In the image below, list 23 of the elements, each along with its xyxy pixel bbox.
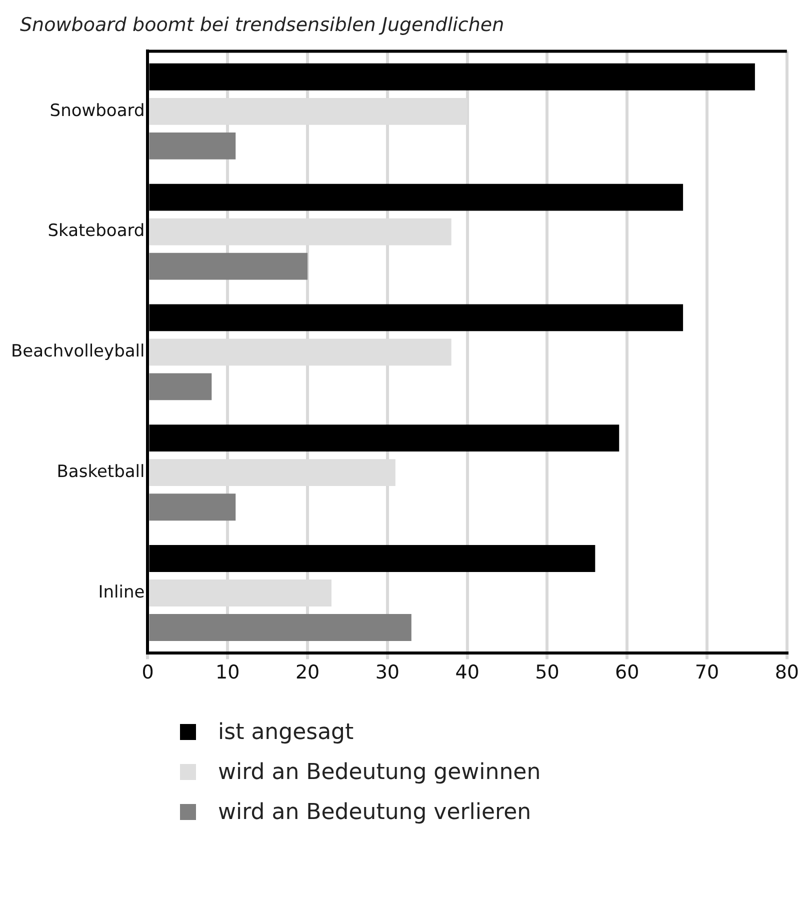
x-tick-label: 40 [455, 662, 480, 684]
x-tick-label: 0 [142, 662, 154, 684]
x-tick-label: 60 [615, 662, 640, 684]
legend-label: wird an Bedeutung gewinnen [218, 760, 541, 784]
y-tick-label: Snowboard [50, 100, 145, 121]
x-tick-label: 80 [774, 662, 800, 684]
bar [149, 614, 412, 641]
x-tick-label: 30 [375, 662, 400, 684]
x-tick-label: 20 [295, 662, 320, 684]
y-tick-label: Beachvolleyball [10, 342, 145, 362]
bar [149, 252, 308, 280]
y-tick-label: Skateboard [48, 221, 145, 242]
y-tick-label: Inline [98, 582, 145, 602]
bar [149, 132, 236, 160]
x-tick-label: 50 [535, 662, 560, 684]
x-tick-label: 70 [694, 662, 720, 684]
legend-label: ist angesagt [218, 720, 354, 744]
legend-label: wird an Bedeutung verlieren [218, 800, 532, 824]
y-tick-label: Basketball [56, 462, 145, 482]
x-tick-label: 10 [216, 662, 240, 684]
bar [149, 373, 212, 400]
bar [149, 494, 236, 521]
chart-title: Snowboard boomt bei trendsensiblen Jugendlichen [20, 14, 504, 36]
